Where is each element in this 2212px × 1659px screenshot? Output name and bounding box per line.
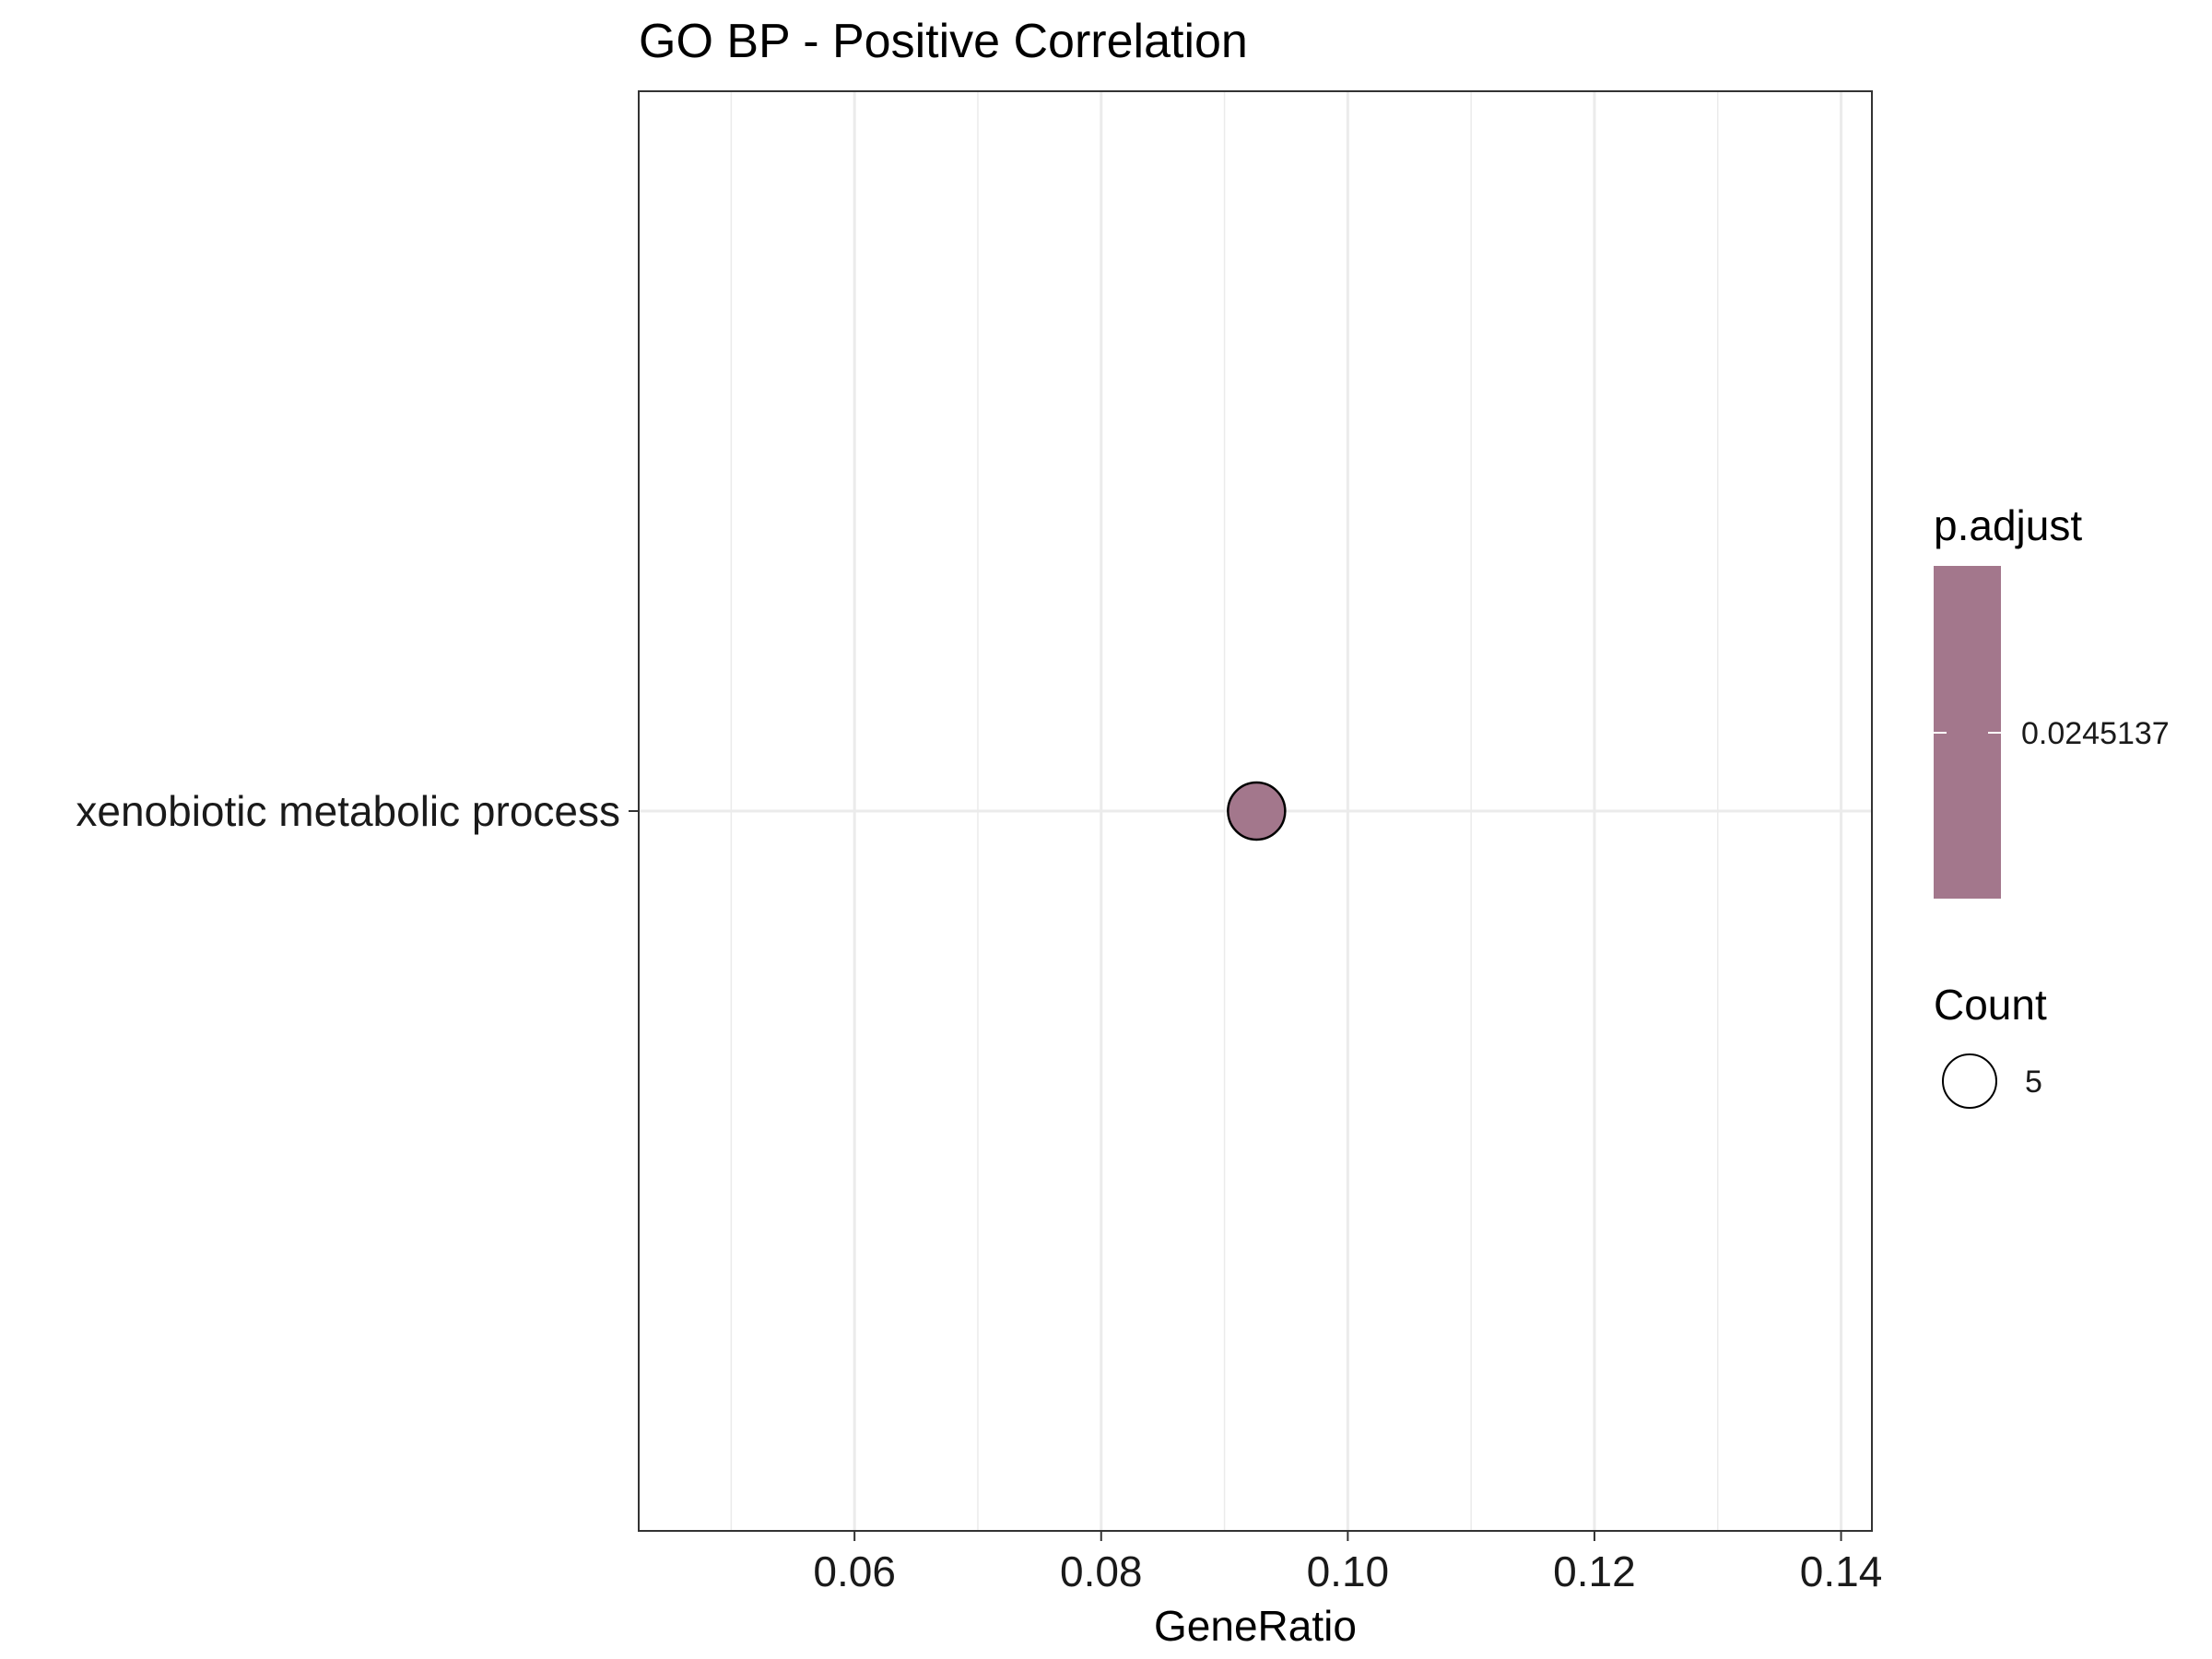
x-tick-label-4: 0.14	[1800, 1547, 1883, 1595]
chart-title: GO BP - Positive Correlation	[639, 15, 1248, 68]
x-tick-label-2: 0.10	[1307, 1547, 1390, 1595]
data-point-0	[1227, 781, 1287, 841]
x-tick-label-1: 0.08	[1060, 1547, 1143, 1595]
legend-p-adjust-title: p.adjust	[1934, 501, 2082, 549]
legend-p-adjust-label: 0.0245137	[2021, 716, 2170, 751]
grid	[639, 91, 1872, 1531]
legend-count: Count 5	[1934, 981, 2047, 1109]
legend-count-label: 5	[2025, 1065, 2042, 1100]
y-axis: xenobiotic metabolic process	[76, 787, 639, 835]
x-axis-title: GeneRatio	[1154, 1602, 1357, 1650]
legend-count-circle	[1942, 1053, 1997, 1109]
legend-count-title: Count	[1934, 981, 2047, 1029]
x-tick-label-0: 0.06	[813, 1547, 896, 1595]
data-points	[1227, 781, 1287, 841]
x-tick-label-3: 0.12	[1553, 1547, 1636, 1595]
y-tick-label-0: xenobiotic metabolic process	[76, 787, 620, 835]
x-axis: 0.06 0.08 0.10 0.12 0.14	[813, 1531, 1882, 1595]
legend-p-adjust: p.adjust 0.0245137	[1934, 501, 2170, 899]
